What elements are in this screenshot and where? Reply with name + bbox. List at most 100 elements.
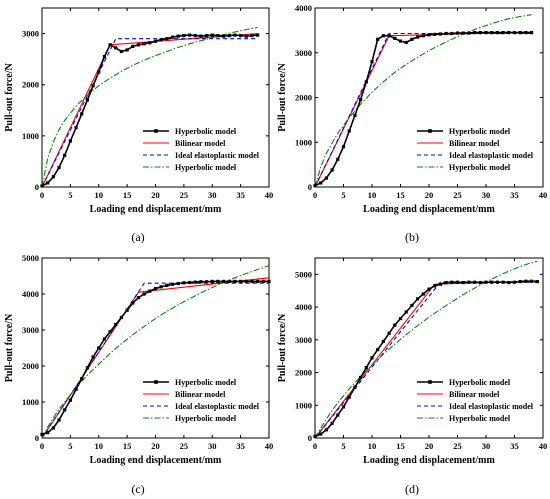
data-point-marker bbox=[153, 287, 158, 291]
x-axis-title: Loading end displacement/mm bbox=[90, 455, 222, 466]
data-point-marker bbox=[461, 31, 465, 35]
x-tick-label: 10 bbox=[368, 190, 377, 200]
data-point-marker bbox=[530, 279, 534, 283]
data-point-marker bbox=[370, 356, 374, 360]
data-point-marker bbox=[131, 44, 135, 48]
y-tick-label: 3000 bbox=[22, 325, 39, 335]
data-point-marker bbox=[142, 42, 146, 46]
data-point-marker bbox=[455, 31, 460, 35]
data-point-marker bbox=[193, 280, 197, 284]
y-tick-label: 3000 bbox=[22, 29, 39, 39]
data-point-marker bbox=[57, 165, 61, 170]
data-point-marker bbox=[421, 292, 425, 296]
data-point-marker bbox=[347, 395, 351, 399]
data-point-marker bbox=[165, 37, 169, 41]
series-line-hyperbolic_fit bbox=[314, 260, 538, 439]
x-tick-label: 20 bbox=[151, 441, 160, 451]
x-tick-label: 15 bbox=[123, 190, 132, 200]
legend-label: Ideal elastoplastic model bbox=[175, 402, 260, 411]
x-tick-label: 10 bbox=[95, 441, 104, 451]
data-point-marker bbox=[347, 129, 351, 133]
data-point-marker bbox=[244, 34, 248, 38]
data-point-marker bbox=[187, 280, 192, 285]
data-point-marker bbox=[416, 297, 420, 301]
panel-b: 0 5 10 15 20 25 30 35 40 0 1000 2000 3000 4000 Loading… bbox=[277, 3, 547, 244]
y-tick-label: 1000 bbox=[295, 137, 312, 147]
data-point-marker bbox=[239, 279, 243, 283]
y-tick-label: 2000 bbox=[295, 368, 312, 378]
legend-label: Hyperbolic model bbox=[175, 414, 237, 423]
y-tick-label: 5000 bbox=[295, 269, 312, 279]
series-line-hyperbolic_fit bbox=[41, 265, 270, 439]
series-line-ideal bbox=[41, 282, 269, 439]
data-point-marker bbox=[484, 280, 488, 284]
data-point-marker bbox=[85, 98, 89, 102]
x-tick-label: 35 bbox=[236, 441, 245, 451]
y-tick-label: 1000 bbox=[22, 397, 39, 407]
legend-label: Bilinear model bbox=[449, 139, 500, 148]
data-point-marker bbox=[450, 280, 454, 284]
data-point-marker bbox=[370, 60, 374, 64]
x-tick-label: 0 bbox=[313, 190, 317, 200]
data-point-marker bbox=[473, 31, 477, 35]
x-tick-label: 5 bbox=[68, 441, 72, 451]
data-point-marker bbox=[478, 31, 482, 35]
data-point-marker bbox=[250, 34, 254, 38]
data-point-marker bbox=[473, 280, 477, 284]
x-tick-label: 0 bbox=[40, 190, 44, 200]
y-tick-label: 3000 bbox=[295, 335, 312, 345]
data-point-marker bbox=[381, 34, 385, 38]
data-point-marker bbox=[484, 31, 488, 35]
data-point-marker bbox=[336, 413, 340, 417]
plot-frame bbox=[314, 257, 544, 439]
data-point-marker bbox=[341, 405, 346, 409]
legend-label: Hyperbolic model bbox=[449, 414, 511, 423]
data-point-marker bbox=[216, 34, 220, 38]
y-tick-label: 0 bbox=[308, 182, 312, 192]
x-axis-title: Loading end displacement/mm bbox=[90, 204, 222, 215]
legend-label: Hyperbolic model bbox=[175, 163, 237, 172]
data-point-marker bbox=[319, 181, 323, 185]
data-point-marker bbox=[495, 31, 499, 35]
data-point-marker bbox=[421, 34, 425, 38]
legend-label: Hyperbolic model bbox=[449, 163, 511, 172]
data-point-marker bbox=[216, 279, 220, 283]
data-point-marker bbox=[114, 46, 118, 50]
y-tick-label: 5000 bbox=[22, 253, 39, 263]
data-point-marker bbox=[40, 184, 44, 188]
y-axis-title: Pull-out force/N bbox=[277, 63, 288, 132]
data-point-marker bbox=[182, 34, 186, 38]
panel-a: 0 5 10 15 20 25 30 35 40 0 1000 2000 3000 Loading end… bbox=[4, 7, 273, 244]
series-line-hyperbolic_fit bbox=[314, 14, 532, 188]
data-point-marker bbox=[159, 285, 163, 289]
panel-d: 0 5 10 15 20 25 30 35 40 0 1000 2000 3000 4000 5000 Loa… bbox=[277, 257, 547, 496]
data-point-marker bbox=[336, 157, 340, 161]
legend-label: Hyperbolic model bbox=[175, 378, 237, 387]
y-tick-label: 2000 bbox=[22, 361, 39, 371]
data-point-marker bbox=[353, 385, 357, 389]
data-point-marker bbox=[193, 34, 197, 38]
x-tick-label: 40 bbox=[539, 190, 548, 200]
data-point-marker bbox=[450, 31, 454, 36]
data-point-marker bbox=[267, 279, 271, 283]
data-point-marker bbox=[404, 310, 408, 314]
data-point-marker bbox=[530, 31, 534, 35]
data-point-marker bbox=[364, 366, 368, 370]
x-tick-label: 5 bbox=[341, 190, 345, 200]
data-point-marker bbox=[176, 34, 180, 38]
data-point-marker bbox=[74, 387, 78, 391]
data-point-marker bbox=[393, 36, 397, 41]
y-tick-label: 3000 bbox=[295, 48, 312, 58]
data-point-marker bbox=[57, 418, 61, 422]
data-point-marker bbox=[74, 126, 78, 130]
legend-label: Ideal elastoplastic model bbox=[175, 151, 260, 160]
data-point-marker bbox=[80, 112, 84, 116]
y-axis-title: Pull-out force/N bbox=[4, 63, 15, 132]
series-line-measured bbox=[41, 280, 269, 436]
data-point-marker bbox=[490, 31, 494, 35]
data-point-marker bbox=[376, 348, 380, 352]
data-point-marker bbox=[495, 280, 499, 284]
data-point-marker bbox=[199, 34, 203, 38]
x-axis-title: Loading end displacement/mm bbox=[363, 204, 495, 215]
